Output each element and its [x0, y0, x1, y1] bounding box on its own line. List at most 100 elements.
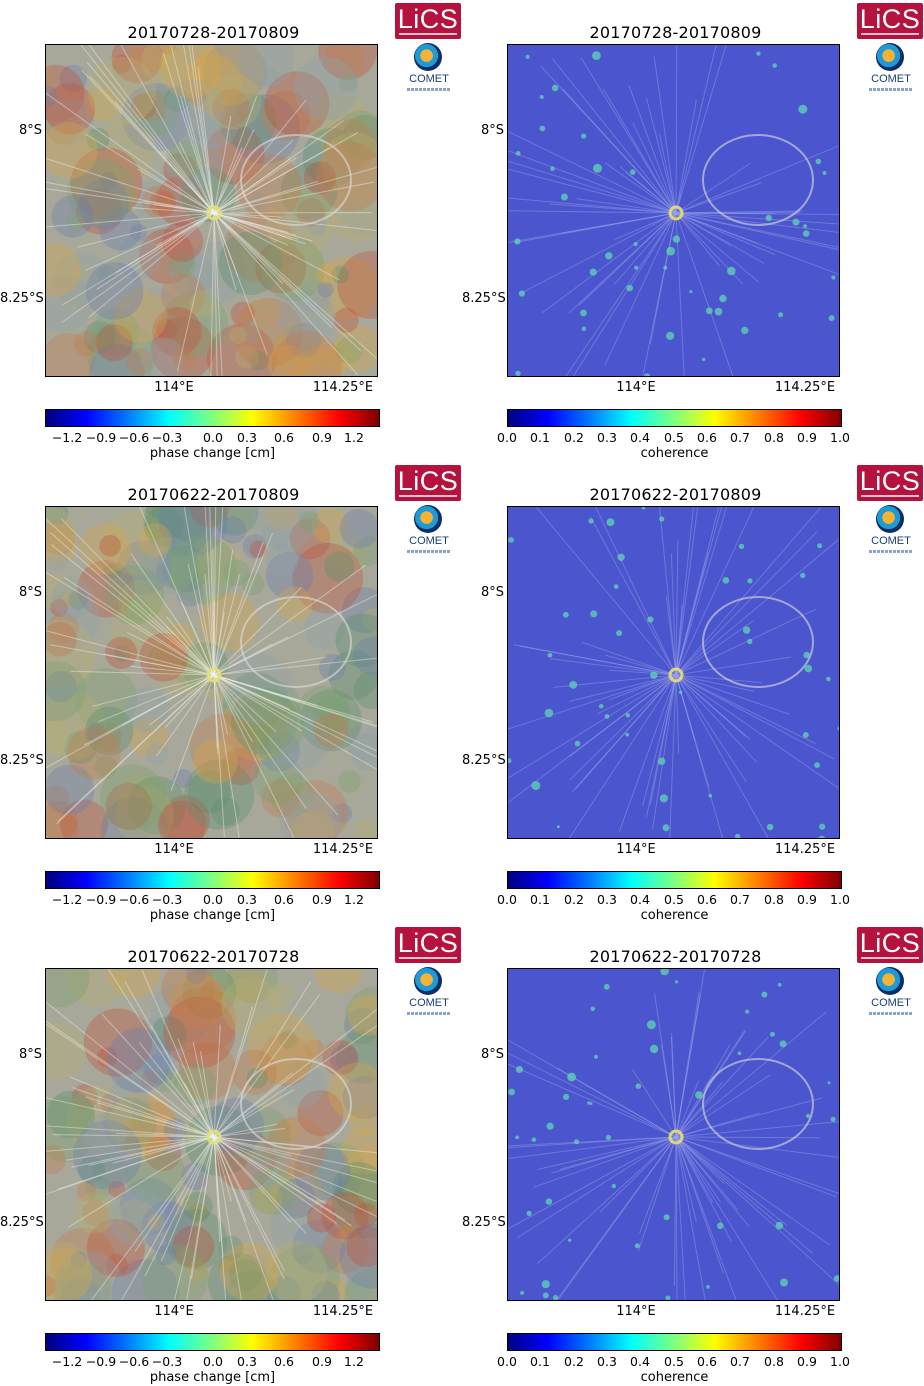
colorbar-tick: 0.0: [497, 892, 517, 907]
lon-label: 114.25°E: [774, 842, 836, 857]
colorbar-tick: 0.3: [597, 1354, 617, 1369]
lon-label: 114°E: [154, 1304, 194, 1319]
map-image: [508, 45, 839, 376]
lon-label: 114°E: [616, 842, 656, 857]
colorbar-tick: −1.2: [51, 892, 83, 907]
colorbar-tick: −0.9: [85, 1354, 117, 1369]
colorbar-tick: 1.2: [344, 1354, 364, 1369]
phase-panel: 20170728-20170809 8°S 8.25°S 114°E 114.2…: [0, 0, 462, 462]
colorbar-tick: 0.1: [530, 1354, 550, 1369]
colorbar-tick: 0.0: [497, 430, 517, 445]
coherence-panel: 20170622-20170728 8°S 8.25°S 114°E 114.2…: [462, 924, 924, 1386]
lat-label: 8.25°S: [0, 291, 44, 306]
panel-title: 20170728-20170809: [127, 23, 300, 42]
lon-label: 114°E: [616, 1304, 656, 1319]
lics-logo: LiCS: [395, 3, 461, 39]
colorbar-tick: 0.0: [203, 1354, 223, 1369]
colorbar-tick: 1.0: [830, 430, 850, 445]
colorbar-tick: 0.9: [312, 892, 332, 907]
lat-label: 8.25°S: [0, 1215, 44, 1230]
colorbar-tick: 0.5: [664, 892, 684, 907]
colorbar-tick: 1.0: [830, 892, 850, 907]
comet-globe-icon: [876, 505, 904, 533]
colorbar-tick: 0.6: [274, 430, 294, 445]
comet-logo: COMET: [862, 966, 920, 1016]
colorbar: [45, 871, 380, 889]
colorbar-tick: 0.9: [797, 430, 817, 445]
lon-label: 114°E: [154, 842, 194, 857]
colorbar-tick: 0.9: [312, 430, 332, 445]
phase-panel: 20170622-20170728 8°S 8.25°S 114°E 114.2…: [0, 924, 462, 1386]
colorbar: [45, 1333, 380, 1351]
map-frame: [507, 44, 840, 377]
colorbar-tick: 0.2: [564, 430, 584, 445]
comet-globe-icon: [414, 505, 442, 533]
map-frame: [45, 968, 378, 1301]
comet-globe-icon: [876, 967, 904, 995]
lon-label: 114.25°E: [312, 842, 374, 857]
lics-logo: LiCS: [395, 927, 461, 963]
colorbar-tick: 0.1: [530, 430, 550, 445]
lon-label: 114.25°E: [312, 380, 374, 395]
comet-globe-icon: [876, 43, 904, 71]
comet-logo: COMET: [862, 504, 920, 554]
colorbar-tick: 0.1: [530, 892, 550, 907]
colorbar-tick: −0.3: [151, 1354, 183, 1369]
panel-title: 20170622-20170809: [589, 485, 762, 504]
colorbar-tick: 0.6: [274, 1354, 294, 1369]
panel-title: 20170728-20170809: [589, 23, 762, 42]
colorbar-tick: 0.6: [697, 892, 717, 907]
lon-label: 114.25°E: [312, 1304, 374, 1319]
colorbar-tick: 0.5: [664, 430, 684, 445]
comet-globe-icon: [414, 43, 442, 71]
lat-label: 8°S: [480, 1047, 504, 1062]
lat-label: 8.25°S: [0, 753, 44, 768]
colorbar-tick: 0.8: [764, 430, 784, 445]
lat-label: 8.25°S: [462, 1215, 506, 1230]
lon-label: 114°E: [154, 380, 194, 395]
colorbar-tick: −0.6: [118, 1354, 150, 1369]
lics-logo: LiCS: [857, 927, 923, 963]
lat-label: 8°S: [480, 123, 504, 138]
lics-logo: LiCS: [857, 465, 923, 501]
colorbar-label: coherence: [640, 908, 709, 923]
colorbar: [507, 1333, 842, 1351]
colorbar-tick: 1.0: [830, 1354, 850, 1369]
colorbar-tick: −0.9: [85, 430, 117, 445]
lat-label: 8°S: [480, 585, 504, 600]
colorbar-tick: 0.0: [497, 1354, 517, 1369]
colorbar-tick: −1.2: [51, 430, 83, 445]
colorbar-tick: 0.7: [730, 892, 750, 907]
colorbar: [45, 409, 380, 427]
lat-label: 8.25°S: [462, 291, 506, 306]
panel-title: 20170622-20170728: [589, 947, 762, 966]
colorbar-label: phase change [cm]: [149, 446, 276, 461]
colorbar-tick: 0.2: [564, 892, 584, 907]
colorbar-tick: −0.6: [118, 430, 150, 445]
colorbar-tick: 0.6: [697, 1354, 717, 1369]
map-image: [46, 969, 377, 1300]
colorbar-tick: 0.9: [797, 1354, 817, 1369]
lon-label: 114°E: [616, 380, 656, 395]
colorbar-label: coherence: [640, 1370, 709, 1385]
lics-logo: LiCS: [857, 3, 923, 39]
map-frame: [507, 968, 840, 1301]
comet-logo: COMET: [400, 42, 458, 92]
colorbar-tick: 0.0: [203, 892, 223, 907]
map-image: [46, 507, 377, 838]
coherence-panel: 20170728-20170809 8°S 8.25°S 114°E 114.2…: [462, 0, 924, 462]
panel-title: 20170622-20170809: [127, 485, 300, 504]
map-frame: [507, 506, 840, 839]
colorbar-tick: 1.2: [344, 430, 364, 445]
colorbar-tick: 0.9: [312, 1354, 332, 1369]
lat-label: 8°S: [18, 123, 42, 138]
map-image: [508, 507, 839, 838]
lat-label: 8°S: [18, 585, 42, 600]
comet-logo: COMET: [400, 504, 458, 554]
colorbar-tick: −1.2: [51, 1354, 83, 1369]
colorbar-label: phase change [cm]: [149, 908, 276, 923]
comet-globe-icon: [414, 967, 442, 995]
colorbar-tick: 0.3: [237, 892, 257, 907]
colorbar-tick: 0.3: [237, 1354, 257, 1369]
colorbar-tick: −0.3: [151, 892, 183, 907]
